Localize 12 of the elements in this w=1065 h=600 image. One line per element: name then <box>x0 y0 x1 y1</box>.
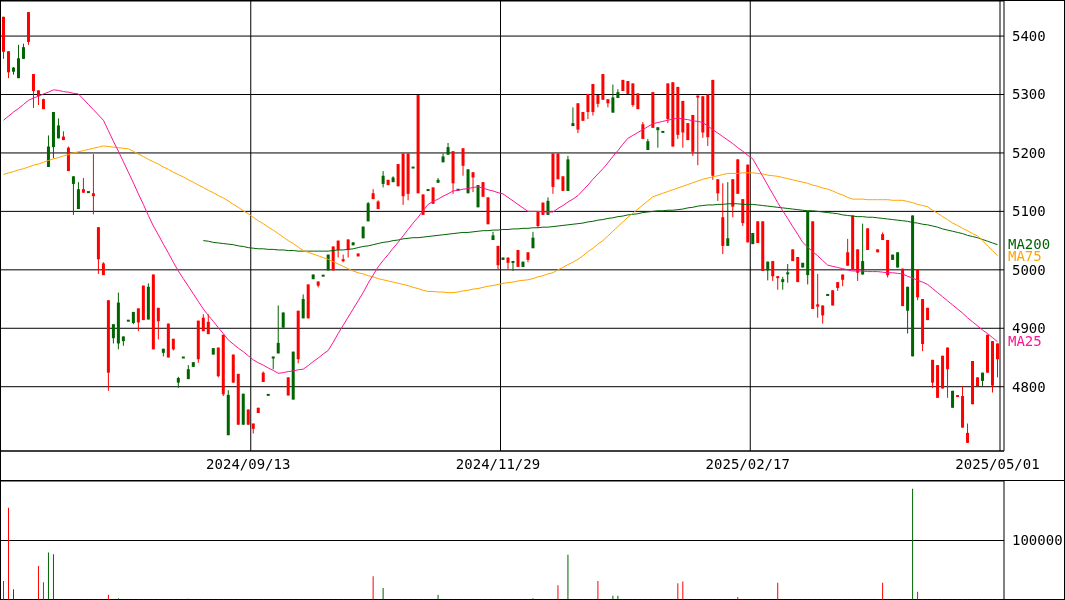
series-label: MA200 <box>1008 235 1051 252</box>
y-tick-label: 5400 <box>1012 28 1046 45</box>
y-tick-label: 5100 <box>1012 203 1046 220</box>
x-tick-label: 2024/09/13 <box>206 455 291 472</box>
y-tick-label: 4800 <box>1012 378 1046 395</box>
x-tick-label: 2025/05/01 <box>955 455 1040 472</box>
x-tick-label: 2025/02/17 <box>705 455 790 472</box>
y-tick-label: 5000 <box>1012 261 1046 278</box>
y-tick-label: 5200 <box>1012 144 1046 161</box>
y-tick-label: 5300 <box>1012 86 1046 103</box>
x-tick-label: 2024/11/29 <box>455 455 541 472</box>
y-tick-label: 100000 <box>1012 532 1063 549</box>
